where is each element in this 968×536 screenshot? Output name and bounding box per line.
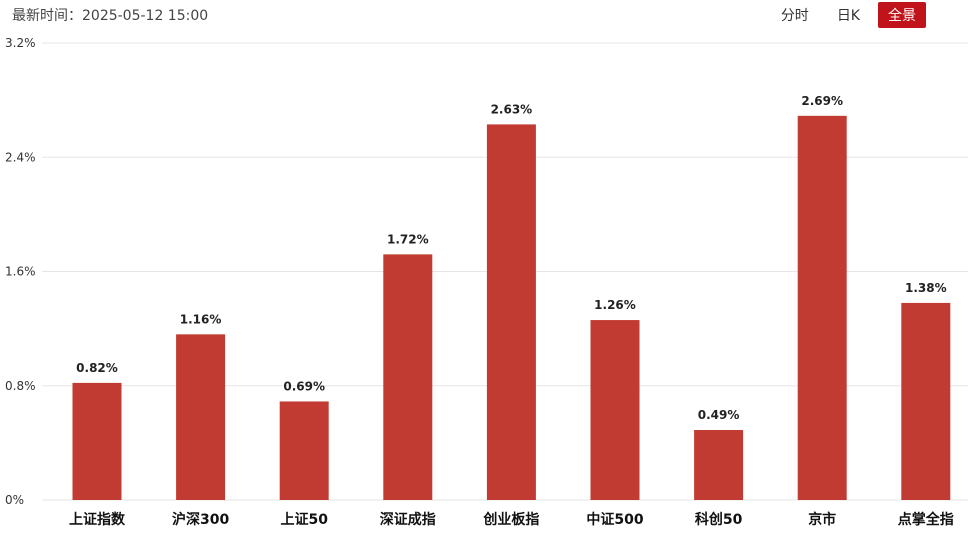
data-label: 1.16% bbox=[180, 312, 222, 326]
bar[interactable] bbox=[383, 254, 433, 500]
data-label: 0.82% bbox=[76, 361, 118, 375]
data-label: 1.26% bbox=[594, 298, 636, 312]
tab-panorama[interactable]: 全景 bbox=[878, 2, 926, 28]
data-label: 2.69% bbox=[801, 94, 843, 108]
bar[interactable] bbox=[176, 334, 226, 500]
data-label: 1.38% bbox=[905, 281, 947, 295]
timestamp-label: 最新时间： bbox=[12, 8, 82, 24]
x-tick-label: 沪深300 bbox=[172, 511, 229, 528]
y-tick-label: 2.4% bbox=[5, 150, 36, 164]
x-tick-label: 上证50 bbox=[280, 512, 328, 528]
data-label: 0.69% bbox=[283, 379, 325, 393]
x-tick-label: 点掌全指 bbox=[898, 511, 954, 528]
timestamp: 最新时间：2025-05-12 15:00 bbox=[12, 5, 208, 25]
bar[interactable] bbox=[486, 124, 536, 500]
x-tick-label: 创业板指 bbox=[482, 511, 539, 528]
bar[interactable] bbox=[279, 401, 329, 500]
x-tick-label: 上证指数 bbox=[69, 511, 126, 528]
x-tick-label: 科创50 bbox=[695, 511, 743, 528]
bar[interactable] bbox=[901, 302, 951, 500]
tab-daily-k[interactable]: 日K bbox=[836, 8, 860, 24]
x-tick-label: 深证成指 bbox=[380, 511, 436, 528]
bar[interactable] bbox=[797, 115, 847, 500]
data-label: 0.49% bbox=[698, 408, 740, 422]
data-label: 2.63% bbox=[491, 102, 533, 116]
x-tick-label: 中证500 bbox=[586, 511, 643, 528]
bar[interactable] bbox=[694, 430, 744, 500]
timestamp-value: 2025-05-12 15:00 bbox=[82, 8, 209, 24]
y-tick-label: 0% bbox=[5, 493, 24, 507]
view-tabs: 分时 日K 全景 bbox=[763, 2, 926, 28]
y-tick-label: 3.2% bbox=[5, 36, 36, 50]
data-label: 1.72% bbox=[387, 232, 429, 246]
y-tick-label: 0.8% bbox=[5, 379, 36, 393]
bar[interactable] bbox=[590, 320, 640, 500]
y-tick-label: 1.6% bbox=[5, 265, 36, 279]
x-tick-label: 京市 bbox=[808, 511, 836, 528]
bar[interactable] bbox=[72, 382, 122, 500]
tab-intraday[interactable]: 分时 bbox=[780, 8, 809, 24]
